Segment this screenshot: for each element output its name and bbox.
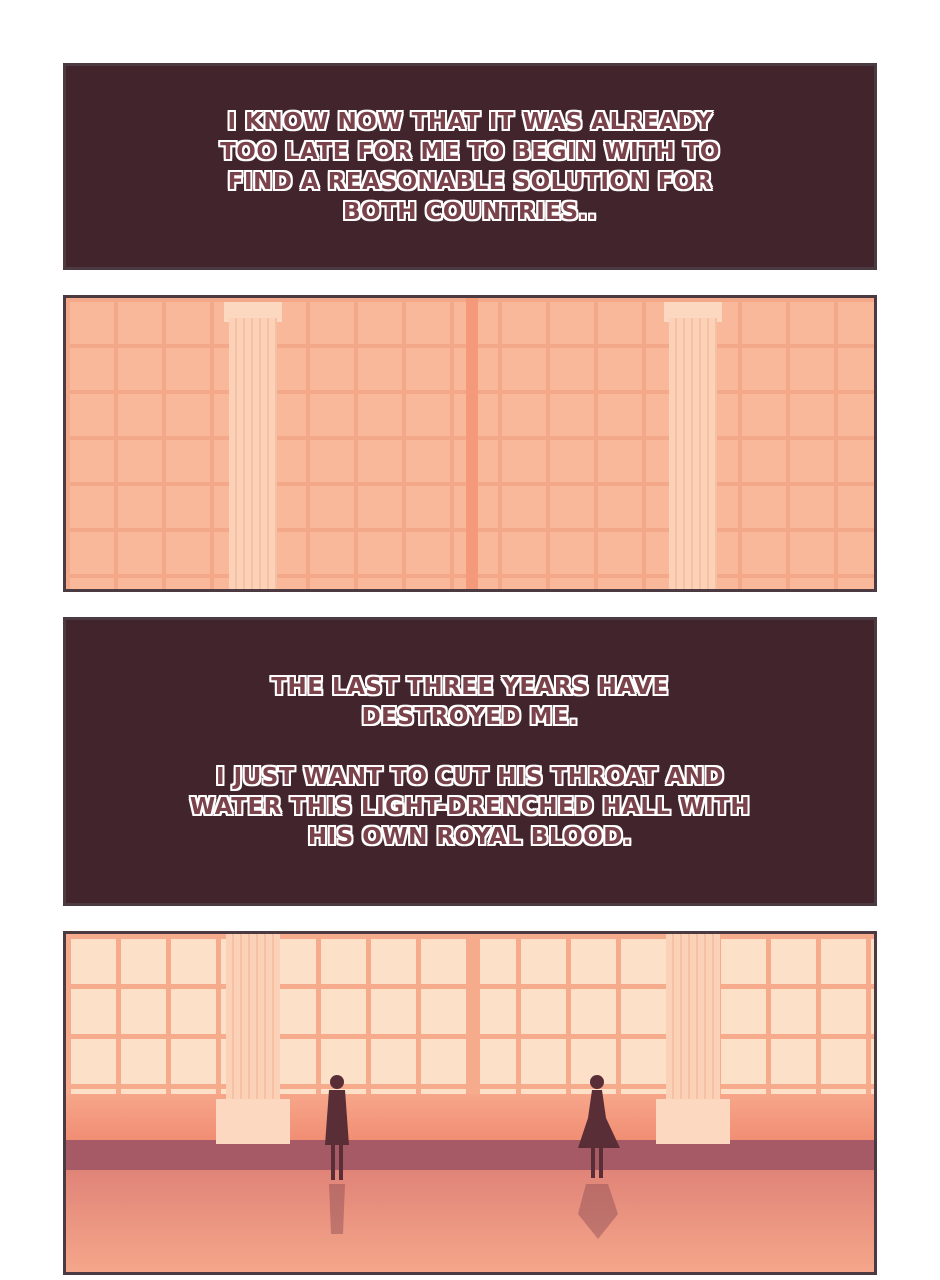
caption-text-1: I know now that it was already too late …	[220, 108, 720, 225]
reflections	[329, 1184, 618, 1239]
pillar-base	[216, 1099, 290, 1144]
figure-right	[578, 1075, 620, 1178]
pillar	[669, 318, 717, 589]
caption-panel-1: I know now that it was already too late …	[63, 63, 877, 270]
figure-left	[325, 1075, 349, 1180]
pillar-base	[656, 1099, 730, 1144]
silhouettes	[325, 1075, 620, 1239]
pillar	[226, 934, 280, 1104]
caption-text-2: The last three years have destroyed me. …	[189, 673, 751, 850]
pillar	[666, 934, 720, 1104]
hall-panel	[63, 295, 877, 592]
pillar-cap	[224, 302, 282, 322]
pillar	[229, 318, 277, 589]
wall-base	[66, 1094, 874, 1144]
floor	[66, 1140, 874, 1272]
pillar-cap	[664, 302, 722, 322]
window-divider	[466, 298, 478, 589]
caption-panel-2: The last three years have destroyed me. …	[63, 617, 877, 906]
hall-silhouettes-panel	[63, 931, 877, 1275]
window-divider	[466, 934, 480, 1099]
